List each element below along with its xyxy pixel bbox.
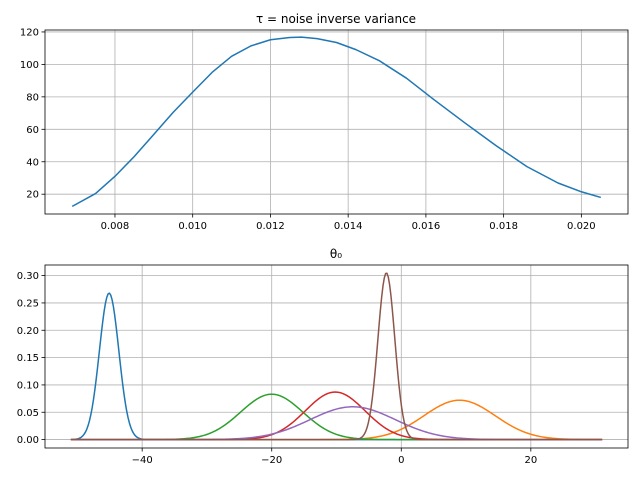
tau-chart: τ = noise inverse variance 0.008 0.010 0.0… — [20, 12, 629, 232]
tau-chart-series-line-1 — [71, 36, 602, 208]
theta0-chart-series-line-4 — [70, 391, 603, 441]
tau-chart-y-tick-label: 120 — [20, 27, 39, 38]
theta0-chart-y-tick-label: 0.10 — [17, 380, 39, 391]
theta0-chart-frame — [44, 264, 629, 449]
theta0-chart-x-tick-label: 20 — [524, 455, 537, 466]
tau-chart-y-tick-label: 40 — [26, 157, 39, 168]
tau-chart-x-tick-label: 0.014 — [334, 221, 363, 232]
theta0-chart-y-tick-label: 0.05 — [17, 408, 39, 419]
tau-chart-y-tick-label: 80 — [26, 92, 39, 103]
tau-chart-x-tick-label: 0.008 — [101, 221, 130, 232]
theta0-chart-y-tick-label: 0.15 — [17, 353, 39, 364]
theta0-chart-x-tick-label: 0 — [398, 455, 404, 466]
theta0-chart-x-tick-label: −20 — [261, 455, 282, 466]
tau-chart-x-tick-label: 0.012 — [256, 221, 285, 232]
theta0-chart-title: θ₀ — [330, 247, 342, 261]
theta0-chart: θ₀ −40 −20 0 20 0.00 0.05 0.10 0.15 0.20 0.25 0.30 — [17, 247, 629, 466]
tau-chart-x-tick-label: 0.020 — [567, 221, 596, 232]
tau-chart-x-tick-label: 0.010 — [178, 221, 207, 232]
tau-chart-y-tick-label: 20 — [26, 190, 39, 201]
theta0-chart-series-line-3 — [70, 393, 603, 441]
tau-chart-title: τ = noise inverse variance — [256, 12, 416, 26]
tau-chart-y-tick-label: 100 — [20, 60, 39, 71]
theta0-chart-x-tick-label: −40 — [132, 455, 153, 466]
theta0-chart-series-line-6 — [70, 272, 603, 441]
theta0-chart-y-tick-label: 0.30 — [17, 271, 39, 282]
tau-chart-y-tick-label: 60 — [26, 125, 39, 136]
tau-chart-x-tick-label: 0.016 — [412, 221, 441, 232]
theta0-chart-y-tick-label: 0.20 — [17, 326, 39, 337]
tau-chart-frame — [44, 29, 629, 215]
tau-chart-x-tick-label: 0.018 — [489, 221, 518, 232]
theta0-chart-y-tick-label: 0.25 — [17, 298, 39, 309]
theta0-chart-y-tick-label: 0.00 — [17, 435, 39, 446]
theta0-chart-series-line-1 — [70, 292, 603, 441]
